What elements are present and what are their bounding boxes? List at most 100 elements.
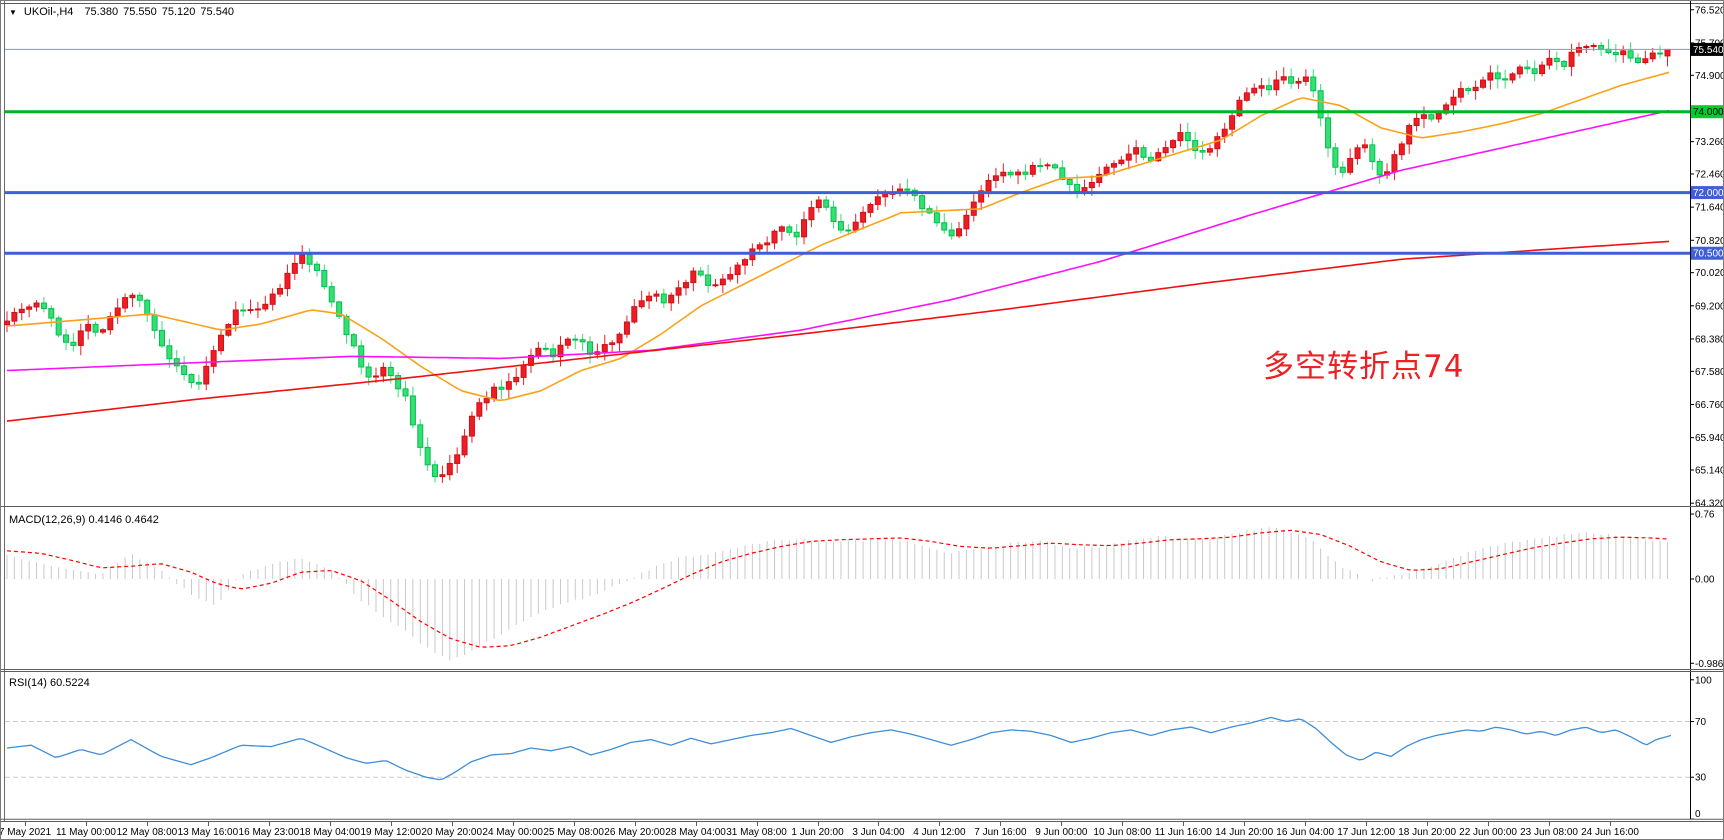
time-label: 23 Jun 08:00 xyxy=(1520,827,1578,838)
time-label: 22 Jun 00:00 xyxy=(1459,827,1517,838)
symbol-header: ▼ UKOil-,H4 75.380 75.550 75.120 75.540 xyxy=(9,6,234,18)
svg-text:65.940: 65.940 xyxy=(1695,433,1724,444)
time-label: 12 May 08:00 xyxy=(116,827,178,838)
svg-text:66.760: 66.760 xyxy=(1695,400,1724,411)
svg-text:72.000: 72.000 xyxy=(1693,188,1724,199)
ohlc-high: 75.550 xyxy=(123,6,157,18)
ohlc-close: 75.540 xyxy=(200,6,235,18)
rsi-values: 60.5224 xyxy=(49,677,90,689)
time-tick xyxy=(573,822,575,826)
time-label: 18 May 04:00 xyxy=(299,827,361,838)
time-tick xyxy=(512,822,514,826)
ohlc-low: 75.120 xyxy=(161,6,196,18)
time-tick xyxy=(1488,822,1490,826)
time-tick xyxy=(329,822,331,826)
time-tick xyxy=(1000,822,1002,826)
time-label: 16 Jun 04:00 xyxy=(1276,827,1335,838)
time-axis[interactable]: 7 May 2021 11 May 00:00 12 May 08:00 13 May… xyxy=(0,821,1723,839)
time-tick xyxy=(25,822,26,826)
window-left-border xyxy=(4,1,5,821)
time-label: 26 May 20:00 xyxy=(604,827,665,838)
macd-values: 0.4146 0.4642 xyxy=(88,514,159,526)
svg-text:-0.9862: -0.9862 xyxy=(1695,659,1724,670)
ohlc-open: 75.380 xyxy=(84,6,119,18)
time-tick xyxy=(1122,822,1124,826)
svg-text:70.500: 70.500 xyxy=(1693,249,1724,260)
svg-text:64.320: 64.320 xyxy=(1695,499,1724,509)
time-label: 31 May 08:00 xyxy=(726,827,787,838)
time-tick xyxy=(390,822,392,826)
svg-text:0.00: 0.00 xyxy=(1695,575,1715,586)
time-label: 10 Jun 08:00 xyxy=(1093,827,1152,838)
svg-text:67.580: 67.580 xyxy=(1695,367,1724,378)
time-label: 7 May 2021 xyxy=(0,827,52,838)
time-label: 11 Jun 16:00 xyxy=(1154,827,1212,838)
time-tick xyxy=(1366,822,1368,826)
time-tick xyxy=(1061,822,1063,826)
time-tick xyxy=(85,822,87,826)
time-label: 7 Jun 16:00 xyxy=(974,827,1027,838)
svg-text:68.380: 68.380 xyxy=(1695,334,1724,345)
svg-text:69.200: 69.200 xyxy=(1695,301,1724,312)
time-tick xyxy=(451,822,453,826)
svg-text:30: 30 xyxy=(1695,773,1707,784)
annotation-text: 多空转折点74 xyxy=(1263,349,1465,385)
time-tick xyxy=(1244,822,1246,826)
time-tick xyxy=(817,822,819,826)
time-tick xyxy=(146,822,148,826)
time-tick xyxy=(756,822,758,826)
svg-text:0.76: 0.76 xyxy=(1695,510,1715,521)
macd-name: MACD(12,26,9) xyxy=(9,514,86,526)
price-axis[interactable] xyxy=(1690,1,1723,821)
rsi-name: RSI(14) xyxy=(9,677,47,689)
macd-indicator-label: MACD(12,26,9) 0.4146 0.4642 xyxy=(9,514,159,526)
svg-text:0: 0 xyxy=(1695,809,1701,820)
time-label: 3 Jun 04:00 xyxy=(852,827,905,838)
macd-panel[interactable]: 0.76 0.00 -0.9862 xyxy=(1,509,1724,672)
chevron-down-icon[interactable]: ▼ xyxy=(9,7,17,17)
svg-text:71.640: 71.640 xyxy=(1695,203,1724,214)
time-label: 24 Jun 16:00 xyxy=(1581,827,1639,838)
time-tick xyxy=(634,822,636,826)
time-tick xyxy=(1183,822,1185,826)
time-label: 28 May 04:00 xyxy=(665,827,726,838)
candlestick-chart[interactable]: 75.540 74.000 72.000 70.500 76.520 75.700 74.9… xyxy=(1,1,1724,509)
time-tick xyxy=(939,822,941,826)
time-tick xyxy=(1305,822,1307,826)
time-label: 14 Jun 20:00 xyxy=(1215,827,1274,838)
time-tick xyxy=(207,822,209,826)
rsi-panel[interactable]: 100 70 30 0 xyxy=(1,672,1724,821)
svg-text:76.520: 76.520 xyxy=(1695,5,1724,16)
time-label: 4 Jun 12:00 xyxy=(913,827,966,838)
svg-text:75.540: 75.540 xyxy=(1693,45,1724,56)
time-label: 11 May 00:00 xyxy=(56,827,116,838)
time-tick xyxy=(1610,822,1611,826)
svg-text:72.460: 72.460 xyxy=(1695,169,1724,180)
time-tick xyxy=(268,822,270,826)
svg-text:74.900: 74.900 xyxy=(1695,71,1724,82)
time-label: 20 May 20:00 xyxy=(421,827,483,838)
time-label: 17 Jun 12:00 xyxy=(1337,827,1396,838)
time-label: 9 Jun 00:00 xyxy=(1035,827,1088,838)
symbol-title: UKOil-,H4 xyxy=(23,6,74,18)
time-tick xyxy=(1427,822,1429,826)
svg-text:70.020: 70.020 xyxy=(1695,268,1724,279)
time-label: 24 May 00:00 xyxy=(482,827,543,838)
time-label: 16 May 23:00 xyxy=(238,827,300,838)
time-label: 13 May 16:00 xyxy=(177,827,239,838)
svg-text:73.260: 73.260 xyxy=(1695,137,1724,148)
time-tick xyxy=(878,822,880,826)
time-tick xyxy=(1549,822,1551,826)
time-tick xyxy=(695,822,697,826)
time-label: 1 Jun 20:00 xyxy=(791,827,844,838)
svg-text:70: 70 xyxy=(1695,717,1707,728)
svg-text:65.140: 65.140 xyxy=(1695,466,1724,477)
svg-text:75.700: 75.700 xyxy=(1695,38,1724,49)
svg-text:100: 100 xyxy=(1695,675,1712,686)
time-label: 25 May 08:00 xyxy=(543,827,604,838)
time-label: 18 Jun 20:00 xyxy=(1398,827,1457,838)
svg-text:70.820: 70.820 xyxy=(1695,236,1724,247)
rsi-indicator-label: RSI(14) 60.5224 xyxy=(9,677,90,689)
time-label: 19 May 12:00 xyxy=(360,827,422,838)
